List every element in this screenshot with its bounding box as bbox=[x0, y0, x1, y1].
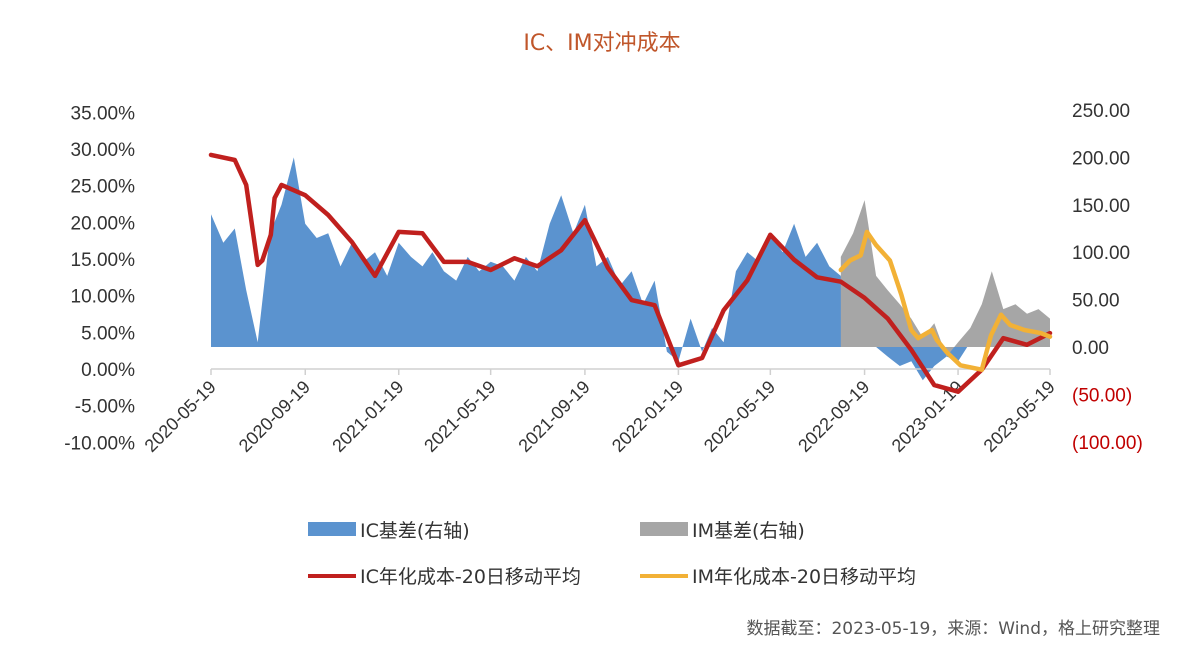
right-axis: 250.00 200.00 150.00 100.00 50.00 0.00 (50.00)… bbox=[1072, 101, 1143, 454]
left-axis: 35.00% 30.00% 25.00% 20.00% 15.00% 10.00% 5.00… bbox=[64, 103, 135, 454]
legend-label-im-basis: IM基差(右轴) bbox=[692, 520, 805, 542]
legend-label-ic-basis: IC基差(右轴) bbox=[360, 520, 470, 542]
legend-swatch-im-basis bbox=[640, 522, 688, 536]
legend-item-ic-cost[interactable]: IC年化成本-20日移动平均 bbox=[308, 566, 581, 588]
x-axis: 2020-05-19 2020-09-19 2021-01-19 2021-05-19… bbox=[141, 369, 1059, 456]
legend-item-im-basis[interactable]: IM基差(右轴) bbox=[640, 520, 805, 542]
left-tick-label: 0.00% bbox=[81, 360, 135, 381]
left-tick-label: 25.00% bbox=[71, 177, 136, 198]
ic-basis-area bbox=[211, 157, 1050, 381]
left-tick-label: -10.00% bbox=[64, 433, 135, 454]
legend: IC基差(右轴) IM基差(右轴) IC年化成本-20日移动平均 IM年化成本-… bbox=[308, 520, 916, 588]
right-tick-label: 150.00 bbox=[1072, 196, 1130, 217]
area-layer bbox=[211, 157, 1050, 381]
legend-item-ic-basis[interactable]: IC基差(右轴) bbox=[308, 520, 470, 542]
left-tick-label: 15.00% bbox=[71, 250, 136, 271]
x-tick-label: 2020-09-19 bbox=[235, 377, 314, 456]
x-tick-label: 2022-01-19 bbox=[608, 377, 687, 456]
ic-cost-line bbox=[208, 152, 1053, 394]
right-tick-label: 50.00 bbox=[1072, 291, 1120, 312]
left-tick-label: 5.00% bbox=[81, 323, 135, 344]
left-tick-label: 30.00% bbox=[71, 140, 136, 161]
x-tick-label: 2022-05-19 bbox=[700, 377, 779, 456]
x-tick-label: 2021-01-19 bbox=[328, 377, 407, 456]
right-tick-label: 0.00 bbox=[1072, 338, 1109, 359]
source-footnote: 数据截至：2023-05-19，来源：Wind，格上研究整理 bbox=[746, 619, 1160, 639]
x-tick-label: 2023-05-19 bbox=[980, 377, 1059, 456]
right-tick-label: 200.00 bbox=[1072, 148, 1130, 169]
x-tick-label: 2021-05-19 bbox=[420, 377, 499, 456]
left-tick-label: 20.00% bbox=[71, 213, 136, 234]
legend-label-ic-cost: IC年化成本-20日移动平均 bbox=[360, 566, 581, 588]
im-cost-line bbox=[838, 229, 1053, 372]
right-tick-label: (100.00) bbox=[1072, 433, 1143, 454]
im-basis-area bbox=[840, 200, 1050, 357]
x-tick-label: 2020-05-19 bbox=[141, 377, 220, 456]
right-tick-label: 100.00 bbox=[1072, 243, 1130, 264]
legend-label-im-cost: IM年化成本-20日移动平均 bbox=[692, 566, 916, 588]
left-tick-label: -5.00% bbox=[75, 397, 135, 418]
left-tick-label: 35.00% bbox=[71, 103, 136, 124]
right-tick-label: 250.00 bbox=[1072, 101, 1130, 122]
x-tick-label: 2022-09-19 bbox=[794, 377, 873, 456]
x-tick-label: 2021-09-19 bbox=[514, 377, 593, 456]
left-tick-label: 10.00% bbox=[71, 287, 136, 308]
chart-title: IC、IM对冲成本 bbox=[523, 31, 680, 56]
line-layer bbox=[208, 152, 1053, 394]
legend-swatch-ic-basis bbox=[308, 522, 356, 536]
right-tick-label: (50.00) bbox=[1072, 385, 1132, 406]
legend-item-im-cost[interactable]: IM年化成本-20日移动平均 bbox=[640, 566, 916, 588]
